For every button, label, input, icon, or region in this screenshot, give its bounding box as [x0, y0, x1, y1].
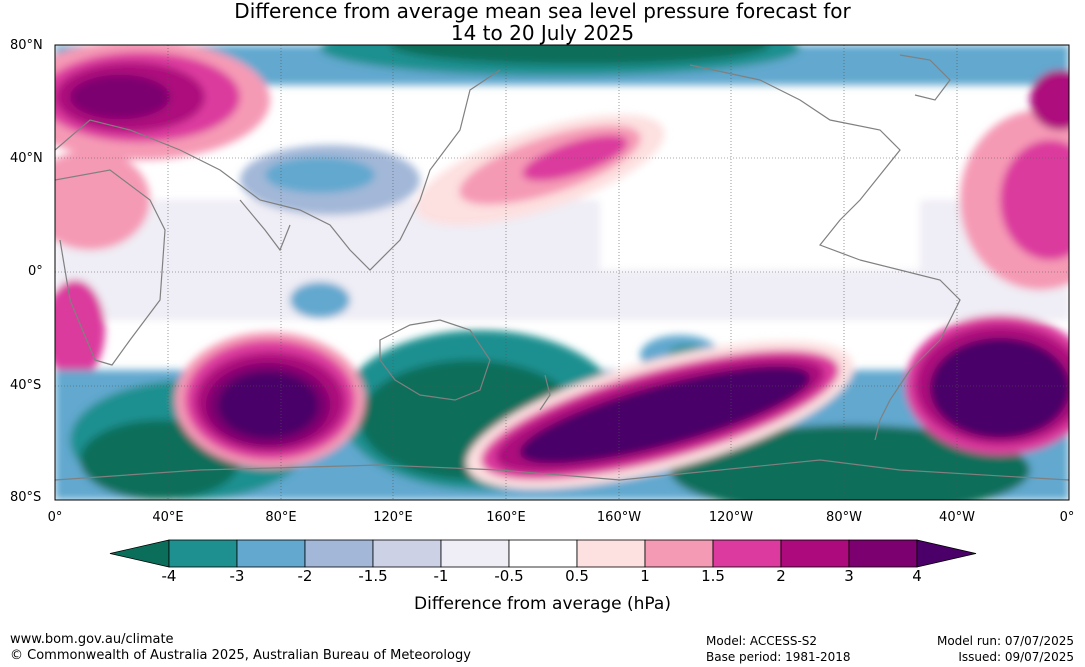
colorbar-label: Difference from average (hPa) — [414, 594, 671, 614]
footer-model: Model: ACCESS-S2 — [706, 634, 818, 648]
colorbar-swatch — [848, 539, 918, 568]
colorbar-tick: 3 — [844, 567, 854, 585]
y-tick-80n: 80°N — [10, 38, 43, 53]
footer-url: www.bom.gov.au/climate — [10, 632, 174, 647]
x-tick-80w: 80°W — [826, 510, 862, 525]
colorbar-tick: -4 — [161, 567, 177, 585]
colorbar-swatch — [644, 539, 714, 568]
colorbar-tick: 1.5 — [701, 567, 725, 585]
y-tick-40n: 40°N — [10, 151, 43, 166]
map-title-line-2: 14 to 20 July 2025 — [450, 21, 635, 45]
x-tick-120e: 120°E — [373, 510, 413, 525]
colorbar-tick: -1.5 — [358, 567, 388, 585]
colorbar-swatch — [780, 539, 850, 568]
colorbar-extend-low — [109, 539, 170, 568]
y-tick-80s: 80°S — [10, 490, 42, 505]
colorbar-extend-high — [916, 539, 977, 568]
colorbar-tick: 1 — [640, 567, 650, 585]
graticule — [55, 45, 1069, 500]
footer-issued: Issued: 09/07/2025 — [958, 650, 1074, 664]
x-tick-120w: 120°W — [708, 510, 754, 525]
x-tick-0: 0° — [47, 510, 63, 525]
x-tick-160w: 160°W — [596, 510, 642, 525]
colorbar-tick: -2 — [297, 567, 313, 585]
map-title-line-1: Difference from average mean sea level p… — [234, 0, 851, 23]
x-tick-40e: 40°E — [152, 510, 184, 525]
colorbar-swatch — [576, 539, 646, 568]
x-tick-160e: 160°E — [486, 510, 526, 525]
footer-copyright: © Commonwealth of Australia 2025, Austra… — [10, 648, 471, 663]
colorbar — [109, 539, 977, 568]
colorbar-swatch — [712, 539, 782, 568]
colorbar-tick: -1 — [433, 567, 449, 585]
y-tick-40s: 40°S — [10, 378, 42, 393]
colorbar-tick: -3 — [229, 567, 245, 585]
x-tick-40w: 40°W — [939, 510, 975, 525]
colorbar-swatch — [372, 539, 442, 568]
colorbar-tick: 2 — [776, 567, 786, 585]
coastlines — [55, 54, 1069, 481]
colorbar-swatch — [440, 539, 510, 568]
x-tick-80e: 80°E — [265, 510, 297, 525]
colorbar-swatch — [508, 539, 578, 568]
y-tick-0: 0° — [28, 264, 43, 279]
colorbar-swatch — [236, 539, 306, 568]
colorbar-tick: 0.5 — [565, 567, 589, 585]
colorbar-swatch — [304, 539, 374, 568]
footer-model-run: Model run: 07/07/2025 — [936, 634, 1074, 648]
x-tick-0-east: 0° — [1059, 510, 1075, 525]
colorbar-tick: -0.5 — [494, 567, 524, 585]
footer-base-period: Base period: 1981-2018 — [706, 650, 851, 664]
colorbar-tick: 4 — [912, 567, 922, 585]
map-frame — [54, 44, 1070, 501]
colorbar-swatch — [168, 539, 238, 568]
